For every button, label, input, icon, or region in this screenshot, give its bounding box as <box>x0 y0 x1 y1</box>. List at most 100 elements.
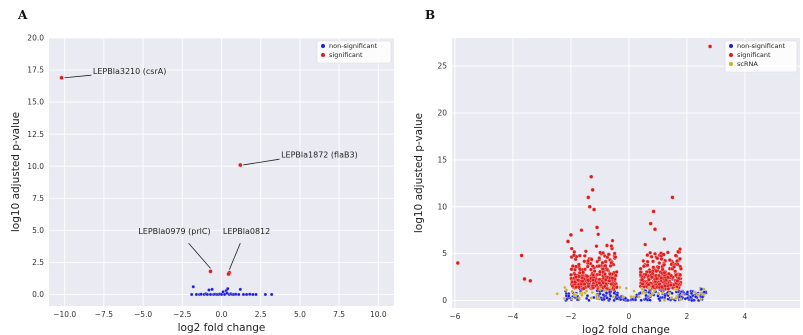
data-point-significant <box>581 286 586 291</box>
data-point-non-significant <box>210 287 214 292</box>
data-point-significant <box>585 264 590 269</box>
data-point-significant <box>574 285 579 290</box>
data-point-significant <box>565 239 571 244</box>
plot-b: −6 −4 −2 0 2 4 0 5 10 15 20 25 log2 fold change log10… <box>413 38 800 335</box>
data-point-significant <box>590 187 595 192</box>
data-point-significant <box>678 272 683 277</box>
data-point-scrna <box>674 296 678 300</box>
data-point-significant <box>662 270 667 275</box>
data-point-non-significant <box>607 290 612 294</box>
data-point-significant <box>657 261 662 265</box>
data-point-non-significant <box>254 292 258 297</box>
x-tick-label: 10.0 <box>370 310 387 319</box>
data-point-significant <box>609 260 614 265</box>
data-point-significant <box>659 276 664 280</box>
data-point-significant <box>653 251 657 256</box>
data-point-scrna <box>611 295 616 299</box>
data-point-significant <box>645 259 650 264</box>
data-point-significant <box>646 277 651 282</box>
data-point-scrna <box>621 295 625 299</box>
data-point-scrna <box>656 291 660 295</box>
data-point-significant <box>226 271 231 277</box>
data-point-significant <box>652 227 658 232</box>
data-point-scrna <box>640 287 644 291</box>
annotation-label: LEPBla1872 (flaB3) <box>281 150 358 159</box>
data-point-non-significant <box>191 285 195 289</box>
data-point-significant <box>660 267 665 272</box>
x-tick-label: 0.0 <box>216 310 228 319</box>
data-point-non-significant <box>251 292 255 297</box>
y-tick-label: 2.5 <box>32 258 44 267</box>
data-point-significant <box>655 256 660 261</box>
y-tick-label: 10 <box>437 202 447 211</box>
data-point-significant <box>600 267 605 272</box>
data-point-scrna <box>669 296 674 300</box>
data-point-significant <box>672 264 677 269</box>
data-point-scrna <box>647 286 652 290</box>
data-point-significant <box>528 278 533 283</box>
annotation-label: LEPBla0812 <box>223 227 270 236</box>
data-point-non-significant <box>685 290 690 294</box>
legend-label: non-significant <box>329 42 378 50</box>
data-point-significant <box>594 244 599 249</box>
data-point-non-significant <box>225 291 229 295</box>
y-tick-label: 5.0 <box>32 226 44 235</box>
data-point-scrna <box>555 292 559 296</box>
legend-marker <box>729 62 733 66</box>
data-point-significant <box>601 251 605 255</box>
data-point-scrna <box>696 292 700 297</box>
y-axis-label: log10 adjusted p-value <box>413 113 425 233</box>
data-point-scrna <box>585 289 589 293</box>
y-tick-label: 17.5 <box>27 66 44 75</box>
data-point-significant <box>603 263 608 268</box>
data-point-significant <box>674 273 678 278</box>
data-point-significant <box>572 249 577 254</box>
y-tick-label: 20.0 <box>27 34 44 43</box>
data-point-scrna <box>632 289 636 293</box>
data-point-significant <box>574 274 579 279</box>
data-point-non-significant <box>189 292 194 297</box>
data-point-scrna <box>680 293 685 297</box>
data-point-significant <box>609 244 614 248</box>
data-point-significant <box>662 262 666 267</box>
data-point-scrna <box>589 296 593 300</box>
x-tick-label: 0 <box>627 312 632 321</box>
data-point-non-significant <box>592 295 596 300</box>
annotation-label: LEPBla3210 (csrA) <box>93 67 166 76</box>
data-point-non-significant <box>587 298 591 302</box>
data-point-significant <box>614 269 619 274</box>
data-point-significant <box>648 221 653 226</box>
data-point-non-significant <box>657 297 661 301</box>
data-point-scrna <box>693 290 697 294</box>
x-axis-label: log2 fold change <box>178 322 266 334</box>
data-point-significant <box>645 263 650 268</box>
data-point-scrna <box>595 293 599 297</box>
data-point-significant <box>576 262 581 267</box>
data-point-scrna <box>577 296 581 300</box>
data-point-non-significant <box>608 297 612 301</box>
data-point-significant <box>580 275 585 280</box>
data-point-scrna <box>563 285 567 290</box>
data-point-scrna <box>674 287 678 292</box>
data-point-significant <box>651 259 656 264</box>
data-point-non-significant <box>237 292 241 297</box>
data-point-significant <box>662 237 667 241</box>
data-point-non-significant <box>644 293 648 298</box>
data-point-significant <box>668 283 673 287</box>
data-point-significant <box>594 225 600 230</box>
data-point-non-significant <box>226 286 230 291</box>
data-point-significant <box>654 269 659 274</box>
data-point-scrna <box>572 293 576 297</box>
data-point-significant <box>641 258 646 263</box>
data-point-scrna <box>608 285 613 290</box>
y-tick-label: 15.0 <box>27 98 44 107</box>
data-point-significant <box>603 272 607 276</box>
x-tick-label: −5.0 <box>134 310 152 319</box>
data-point-significant <box>583 267 587 272</box>
data-point-significant <box>569 246 574 251</box>
data-point-significant <box>643 242 648 247</box>
data-point-significant <box>643 272 648 277</box>
data-point-significant <box>583 249 588 254</box>
